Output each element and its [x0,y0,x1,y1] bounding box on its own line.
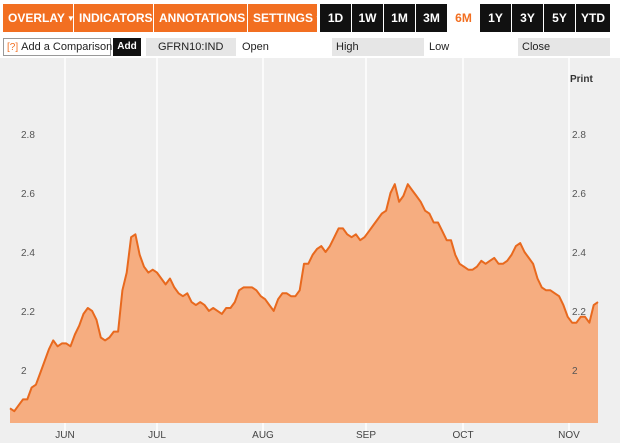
range-3m-button[interactable]: 3M [416,4,447,32]
range-1m-button[interactable]: 1M [384,4,415,32]
indicators-menu-label: INDICATORS [79,11,153,25]
close-field: Close [518,38,610,56]
overlay-menu-label: OVERLAY [8,11,65,25]
annotations-menu-button[interactable]: ANNOTATIONS▼ [154,4,255,32]
add-comparison-button[interactable]: Add [113,38,141,56]
y-tick-label-left: 2.8 [21,130,35,141]
series-area [9,183,599,423]
settings-menu-label: SETTINGS [253,11,314,25]
x-tick-label: AUG [252,430,274,441]
x-tick-label: JUL [148,430,166,441]
ticker-symbol: GFRN10:IND [146,38,236,56]
x-tick-label: OCT [452,430,473,441]
settings-menu-button[interactable]: SETTINGS ▼ [248,4,323,32]
y-tick-label-left: 2.2 [21,307,35,318]
comparison-input[interactable]: [?] Add a Comparison [3,38,113,56]
toolbar: OVERLAY▼ INDICATORS▼ ANNOTATIONS▼ SETTIN… [0,0,620,36]
y-tick-label-right: 2 [572,366,578,377]
price-chart: 2 2.2 2.4 2.6 2.8 2 2.2 2.4 2.6 2.8 JUN JUL AUG SEP… [0,58,620,443]
x-tick-label: SEP [356,430,376,441]
y-tick-label-left: 2 [21,366,27,377]
y-tick-label-right: 2.2 [572,307,586,318]
range-1d-button[interactable]: 1D [320,4,351,32]
range-6m-button[interactable]: 6M [448,4,479,32]
y-tick-label-right: 2.4 [572,248,586,259]
range-1y-button[interactable]: 1Y [480,4,511,32]
high-field: High [332,38,424,56]
chevron-down-icon: ▼ [315,14,323,23]
print-button[interactable]: Print [570,74,593,85]
annotations-menu-label: ANNOTATIONS [159,11,246,25]
indicators-menu-button[interactable]: INDICATORS▼ [74,4,162,32]
y-tick-label-left: 2.4 [21,248,35,259]
series-line [9,183,599,413]
range-3y-button[interactable]: 3Y [512,4,543,32]
x-tick-label: JUN [55,430,74,441]
x-tick-label: NOV [558,430,580,441]
range-5y-button[interactable]: 5Y [544,4,575,32]
open-label: Open [242,41,269,53]
chevron-down-icon: ▼ [66,14,75,23]
range-1w-button[interactable]: 1W [352,4,383,32]
y-tick-label-right: 2.8 [572,130,586,141]
y-tick-label-right: 2.6 [572,189,586,200]
right-y-tick-labels: 2 2.2 2.4 2.6 2.8 [572,130,586,377]
y-tick-label-left: 2.6 [21,189,35,200]
range-ytd-button[interactable]: YTD [576,4,610,32]
left-y-tick-labels: 2 2.2 2.4 2.6 2.8 [21,130,35,377]
x-tick-labels: JUN JUL AUG SEP OCT NOV [55,430,580,441]
low-label: Low [429,41,450,53]
chart-svg: 2 2.2 2.4 2.6 2.8 2 2.2 2.4 2.6 2.8 JUN JUL AUG SEP… [9,58,599,441]
help-icon[interactable]: [?] [7,42,19,53]
comparison-bar: [?] Add a Comparison Add GFRN10:IND Open … [0,36,620,58]
comparison-placeholder: Add a Comparison [21,41,113,53]
overlay-menu-button[interactable]: OVERLAY ▼ [3,4,75,32]
area-fill [10,184,598,423]
